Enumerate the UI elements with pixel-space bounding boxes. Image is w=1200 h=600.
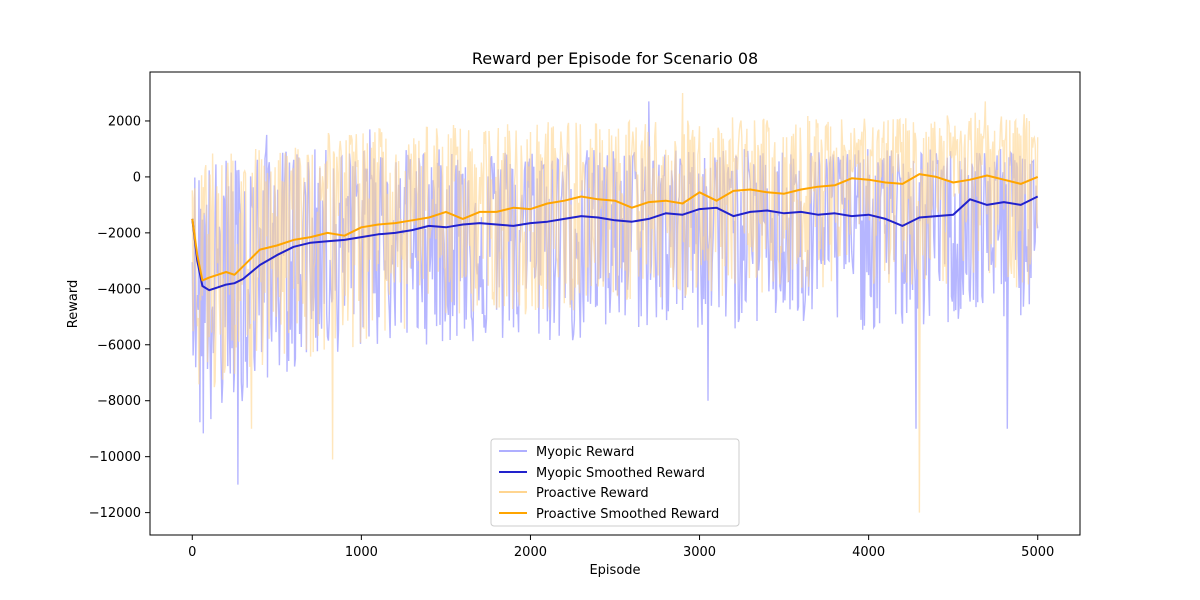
y-tick-label: −12000	[89, 506, 141, 521]
y-tick-label: −10000	[89, 450, 141, 465]
x-tick-label: 1000	[345, 545, 378, 560]
y-axis: −12000 −10000 −8000 −6000 −4000 −2000 0 2000	[89, 114, 150, 521]
legend-label-myopic-smoothed: Myopic Smoothed Reward	[536, 466, 705, 481]
y-tick-label: 2000	[108, 114, 141, 129]
legend-label-proactive-reward: Proactive Reward	[536, 486, 649, 501]
x-tick-label: 0	[188, 545, 196, 560]
legend-label-proactive-smoothed: Proactive Smoothed Reward	[536, 507, 719, 522]
x-tick-label: 5000	[1021, 545, 1054, 560]
y-tick-label: −8000	[97, 394, 141, 409]
y-tick-label: −6000	[97, 338, 141, 353]
legend: Myopic Reward Myopic Smoothed Reward Pro…	[490, 438, 740, 527]
series-layer	[191, 92, 1039, 513]
y-axis-label: Reward	[66, 280, 81, 328]
proactive-smoothed-reward-line	[191, 173, 1039, 282]
chart-title: Reward per Episode for Scenario 08	[472, 49, 758, 68]
y-tick-label: 0	[133, 170, 141, 185]
y-tick-label: −4000	[97, 282, 141, 297]
legend-box	[490, 438, 740, 527]
x-axis-label: Episode	[589, 563, 640, 578]
y-tick-label: −2000	[97, 226, 141, 241]
plot-frame	[149, 71, 1081, 536]
x-tick-label: 3000	[683, 545, 716, 560]
legend-label-myopic-reward: Myopic Reward	[536, 445, 634, 460]
proactive-reward-line	[191, 92, 1039, 513]
x-tick-label: 4000	[852, 545, 885, 560]
x-tick-label: 2000	[514, 545, 547, 560]
myopic-smoothed-reward-line	[191, 195, 1039, 292]
x-axis: 0 1000 2000 3000 4000 5000	[188, 535, 1054, 560]
